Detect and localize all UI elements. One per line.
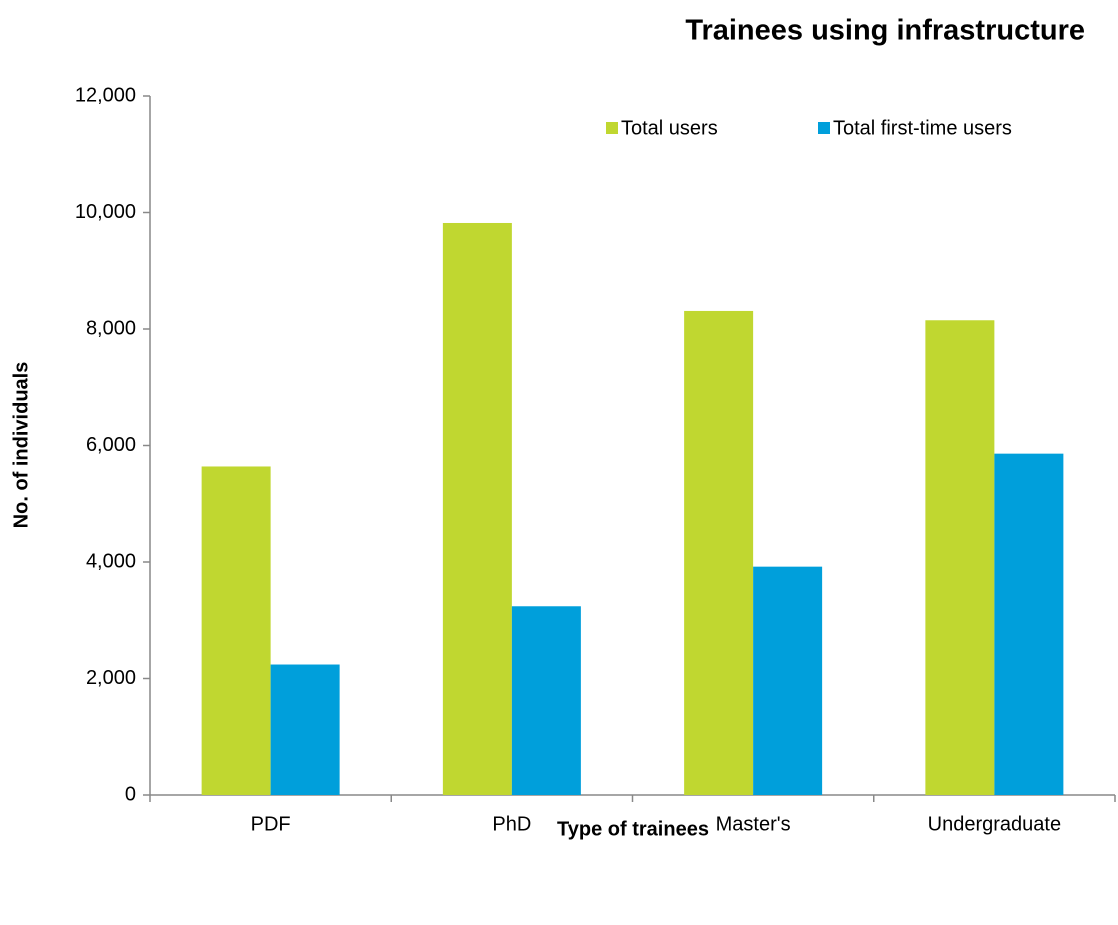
y-tick-label: 12,000 — [75, 84, 136, 106]
bar — [270, 664, 340, 795]
y-tick-label: 6,000 — [86, 434, 136, 456]
bar — [994, 453, 1064, 795]
y-tick-label: 0 — [125, 783, 136, 805]
y-tick-label: 2,000 — [86, 667, 136, 689]
x-tick-label: Master's — [716, 813, 791, 835]
legend-swatch — [818, 122, 830, 134]
bar — [753, 566, 823, 795]
x-tick-label: Undergraduate — [928, 813, 1061, 835]
bar — [442, 222, 512, 796]
bar — [925, 320, 995, 795]
bar — [511, 606, 581, 795]
legend-label: Total first-time users — [833, 117, 1012, 139]
x-axis-title: Type of trainees — [557, 818, 709, 840]
y-tick-label: 4,000 — [86, 550, 136, 572]
y-tick-label: 8,000 — [86, 317, 136, 339]
x-tick-label: PDF — [251, 813, 291, 835]
y-axis-title: No. of individuals — [10, 362, 32, 529]
bar — [684, 310, 754, 795]
chart-title: Trainees using infrastructure — [685, 15, 1085, 47]
x-tick-label: PhD — [492, 813, 531, 835]
y-tick-label: 10,000 — [75, 201, 136, 223]
bar — [201, 466, 271, 795]
legend-label: Total users — [621, 117, 718, 139]
legend-swatch — [606, 122, 618, 134]
